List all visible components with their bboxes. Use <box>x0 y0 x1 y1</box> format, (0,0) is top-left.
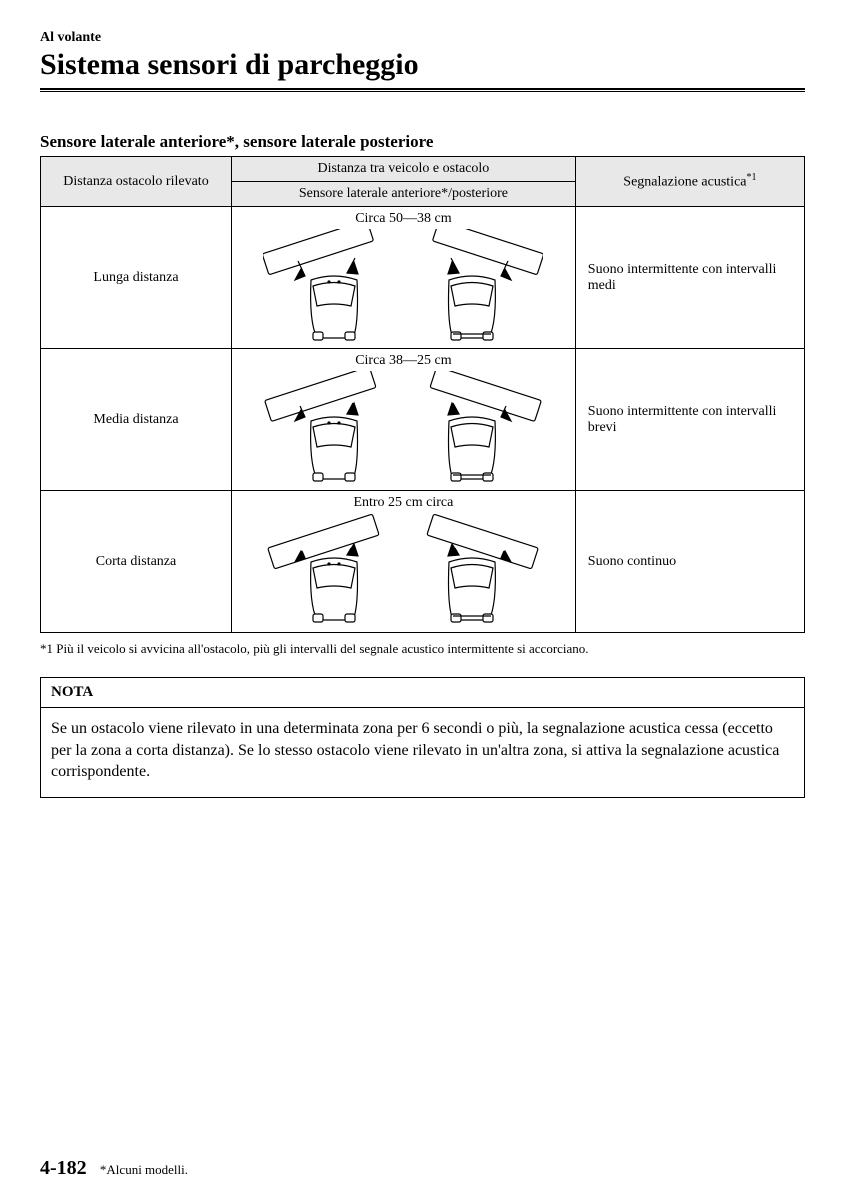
note-box: NOTA Se un ostacolo viene rilevato in un… <box>40 677 805 798</box>
col2-sub-header: Sensore laterale anteriore*/posteriore <box>232 182 576 207</box>
table-row: Media distanza Circa 38—25 cm <box>41 349 805 491</box>
signal-cell: Suono intermittente con intervalli brevi <box>575 349 804 491</box>
diagram-caption: Circa 38—25 cm <box>238 353 569 369</box>
col1-header: Distanza ostacolo rilevato <box>41 157 232 207</box>
table-header-row: Distanza ostacolo rilevato Distanza tra … <box>41 157 805 182</box>
signal-cell: Suono intermittente con intervalli medi <box>575 207 804 349</box>
diagram-cell: Entro 25 cm circa <box>232 491 576 633</box>
sensor-diagram-icon <box>263 229 543 344</box>
page-number: 4-182 <box>40 1157 87 1179</box>
row-label: Corta distanza <box>41 491 232 633</box>
note-header: NOTA <box>41 678 804 708</box>
table-row: Corta distanza Entro 25 cm circa <box>41 491 805 633</box>
title-rule <box>40 88 805 92</box>
row-label: Lunga distanza <box>41 207 232 349</box>
table-row: Lunga distanza Circa 50—38 cm <box>41 207 805 349</box>
page-footer: 4-182 *Alcuni modelli. <box>40 1157 188 1180</box>
diagram-cell: Circa 38—25 cm <box>232 349 576 491</box>
section-label: Al volante <box>40 30 805 46</box>
sensor-table: Distanza ostacolo rilevato Distanza tra … <box>40 156 805 633</box>
col3-header: Segnalazione acustica*1 <box>575 157 804 207</box>
subheading: Sensore laterale anteriore*, sensore lat… <box>40 132 805 152</box>
footnote: *1 Più il veicolo si avvicina all'ostaco… <box>40 641 805 657</box>
sensor-diagram-icon <box>263 513 543 628</box>
col3-header-text: Segnalazione acustica <box>623 175 746 190</box>
page-title: Sistema sensori di parcheggio <box>40 48 805 82</box>
row-label: Media distanza <box>41 349 232 491</box>
signal-cell: Suono continuo <box>575 491 804 633</box>
col3-header-sup: *1 <box>747 172 757 183</box>
note-body: Se un ostacolo viene rilevato in una det… <box>41 708 804 797</box>
diagram-caption: Circa 50—38 cm <box>238 211 569 227</box>
diagram-cell: Circa 50—38 cm <box>232 207 576 349</box>
footer-note: *Alcuni modelli. <box>100 1162 188 1177</box>
sensor-diagram-icon <box>263 371 543 486</box>
diagram-caption: Entro 25 cm circa <box>238 495 569 511</box>
col2-top-header: Distanza tra veicolo e ostacolo <box>232 157 576 182</box>
